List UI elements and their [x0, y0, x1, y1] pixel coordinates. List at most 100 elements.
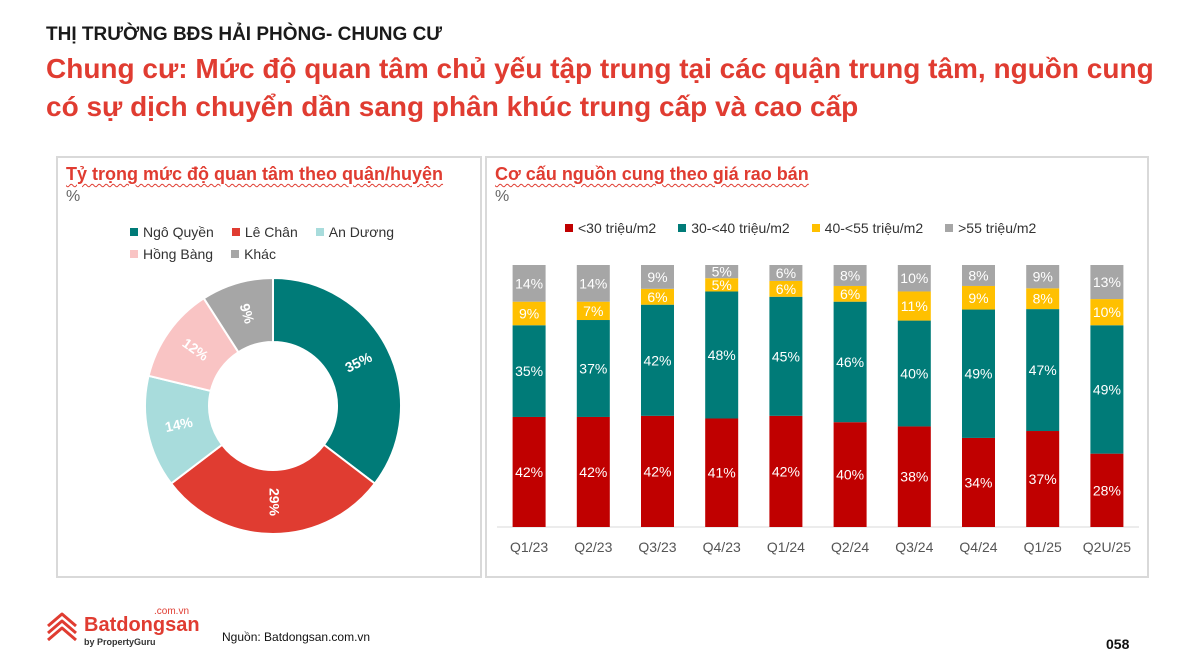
bar-data-label: 37% [579, 360, 607, 376]
donut-data-label: 9% [237, 302, 258, 326]
legend-label: Hồng Bàng [143, 246, 214, 262]
legend-label: 40-<55 triệu/m2 [824, 220, 924, 236]
bar-segment [769, 265, 803, 281]
page-title: Chung cư: Mức độ quan tâm chủ yếu tập tr… [46, 53, 1154, 122]
donut-slice [169, 443, 377, 535]
donut-slice [202, 276, 274, 354]
bar-data-label: 40% [836, 467, 864, 483]
bar-segment [833, 285, 867, 302]
bar-segment [962, 285, 995, 310]
bar-segment [1026, 309, 1060, 432]
bar-data-label: 34% [964, 474, 992, 490]
bar-segment [962, 437, 995, 527]
legend-label: An Dương [328, 224, 395, 240]
bar-segment [1026, 265, 1060, 289]
bar-data-label: 46% [836, 354, 864, 370]
bar-data-label: 40% [900, 366, 928, 382]
bar-segment [1026, 431, 1060, 527]
bar-segment [512, 301, 546, 326]
donut-chart-panel: Tỷ trọng mức độ quan tâm theo quận/huyện… [56, 156, 482, 578]
bar-segment [897, 320, 931, 427]
legend-label: Khác [244, 246, 276, 262]
bar-data-label: 6% [840, 286, 860, 302]
bar-data-label: 7% [583, 303, 603, 319]
bar-segment [705, 265, 739, 279]
logo-domain: .com.vn [154, 606, 190, 617]
bar-data-label: 49% [964, 366, 992, 382]
bar-segment [1090, 325, 1124, 454]
bar-chart-title: Cơ cấu nguồn cung theo giá rao bán [495, 164, 809, 184]
bar-data-label: 14% [515, 275, 543, 291]
bar-data-label: 14% [579, 275, 607, 291]
bar-segment [1090, 453, 1124, 527]
legend-swatch [315, 228, 324, 236]
bar-legend-item: >55 triệu/m2 [945, 220, 1036, 236]
donut-legend-item: Lê Chân [231, 224, 298, 240]
bar-data-label: 9% [1033, 269, 1053, 285]
x-tick-label: Q3/23 [638, 539, 676, 555]
donut-legend-item: Khác [231, 246, 276, 262]
section-kicker: THỊ TRƯỜNG BĐS HẢI PHÒNG- CHUNG CƯ [46, 24, 443, 45]
bar-segment [833, 265, 867, 286]
bar-segment [512, 416, 546, 527]
source-note: Nguồn: Batdongsan.com.vn [222, 630, 371, 644]
x-tick-label: Q4/24 [959, 539, 997, 555]
bar-segment [769, 296, 803, 416]
bar-data-label: 5% [712, 264, 732, 280]
legend-label: Ngô Quyền [143, 224, 214, 240]
bar-data-label: 47% [1029, 362, 1057, 378]
bar-data-label: 45% [772, 348, 800, 364]
bar-segment [1090, 265, 1124, 300]
bar-data-label: 42% [643, 352, 671, 368]
bar-legend-item: 30-<40 triệu/m2 [678, 220, 790, 236]
x-tick-label: Q2/23 [574, 539, 612, 555]
logo-house-icon [47, 612, 77, 642]
page-number: 058 [1106, 636, 1130, 652]
bar-chart-panel: Cơ cấu nguồn cung theo giá rao bán % <30… [485, 156, 1149, 578]
bar-legend: <30 triệu/m2 30-<40 triệu/m2 40-<55 triệu/… [565, 220, 1036, 236]
bar-data-label: 8% [840, 267, 860, 283]
bar-data-label: 13% [1093, 274, 1121, 290]
x-tick-label: Q4/23 [703, 539, 741, 555]
donut-chart: 35%29%14%12%9% [144, 276, 402, 535]
bar-legend-item: 40-<55 triệu/m2 [811, 220, 924, 236]
legend-swatch [231, 228, 240, 236]
bar-segment [833, 422, 867, 527]
bar-segment [641, 415, 674, 527]
donut-chart-unit: % [66, 188, 81, 205]
bar-data-label: 28% [1093, 482, 1121, 498]
bar-data-label: 37% [1029, 471, 1057, 487]
legend-swatch [231, 250, 240, 258]
x-tick-label: Q2/24 [831, 539, 869, 555]
bar-data-label: 6% [776, 265, 796, 281]
legend-swatch [945, 224, 954, 232]
donut-data-label: 14% [163, 414, 194, 436]
bar-segment [769, 280, 803, 297]
bar-segment [1026, 288, 1060, 310]
donut-chart-title: Tỷ trọng mức độ quan tâm theo quận/huyện [66, 164, 444, 184]
bar-data-label: 42% [515, 464, 543, 480]
bar-segment [897, 265, 931, 292]
bar-data-label: 9% [647, 269, 667, 285]
bar-data-label: 49% [1093, 381, 1121, 397]
bar-data-label: 42% [772, 463, 800, 479]
legend-swatch [130, 228, 138, 236]
bar-segment [512, 325, 546, 417]
legend-swatch [565, 224, 573, 232]
bar-segment [897, 426, 931, 527]
donut-legend: Ngô Quyền Lê Chân An Dương Hồng Bàng Khác [130, 224, 430, 262]
bar-segment [576, 320, 610, 417]
donut-slice [272, 276, 402, 485]
legend-swatch [678, 224, 687, 232]
bar-data-label: 41% [708, 465, 736, 481]
bar-data-label: 8% [968, 267, 988, 283]
legend-swatch [811, 224, 820, 232]
donut-legend-item: Ngô Quyền [130, 224, 214, 240]
bar-chart-unit: % [495, 188, 510, 205]
donut-data-label: 29% [266, 488, 282, 517]
legend-label: >55 triệu/m2 [958, 220, 1037, 236]
x-tick-label: Q1/24 [767, 539, 805, 555]
logo-text: Batdongsan [84, 614, 200, 636]
bar-data-label: 11% [901, 298, 928, 314]
legend-swatch [130, 250, 138, 258]
